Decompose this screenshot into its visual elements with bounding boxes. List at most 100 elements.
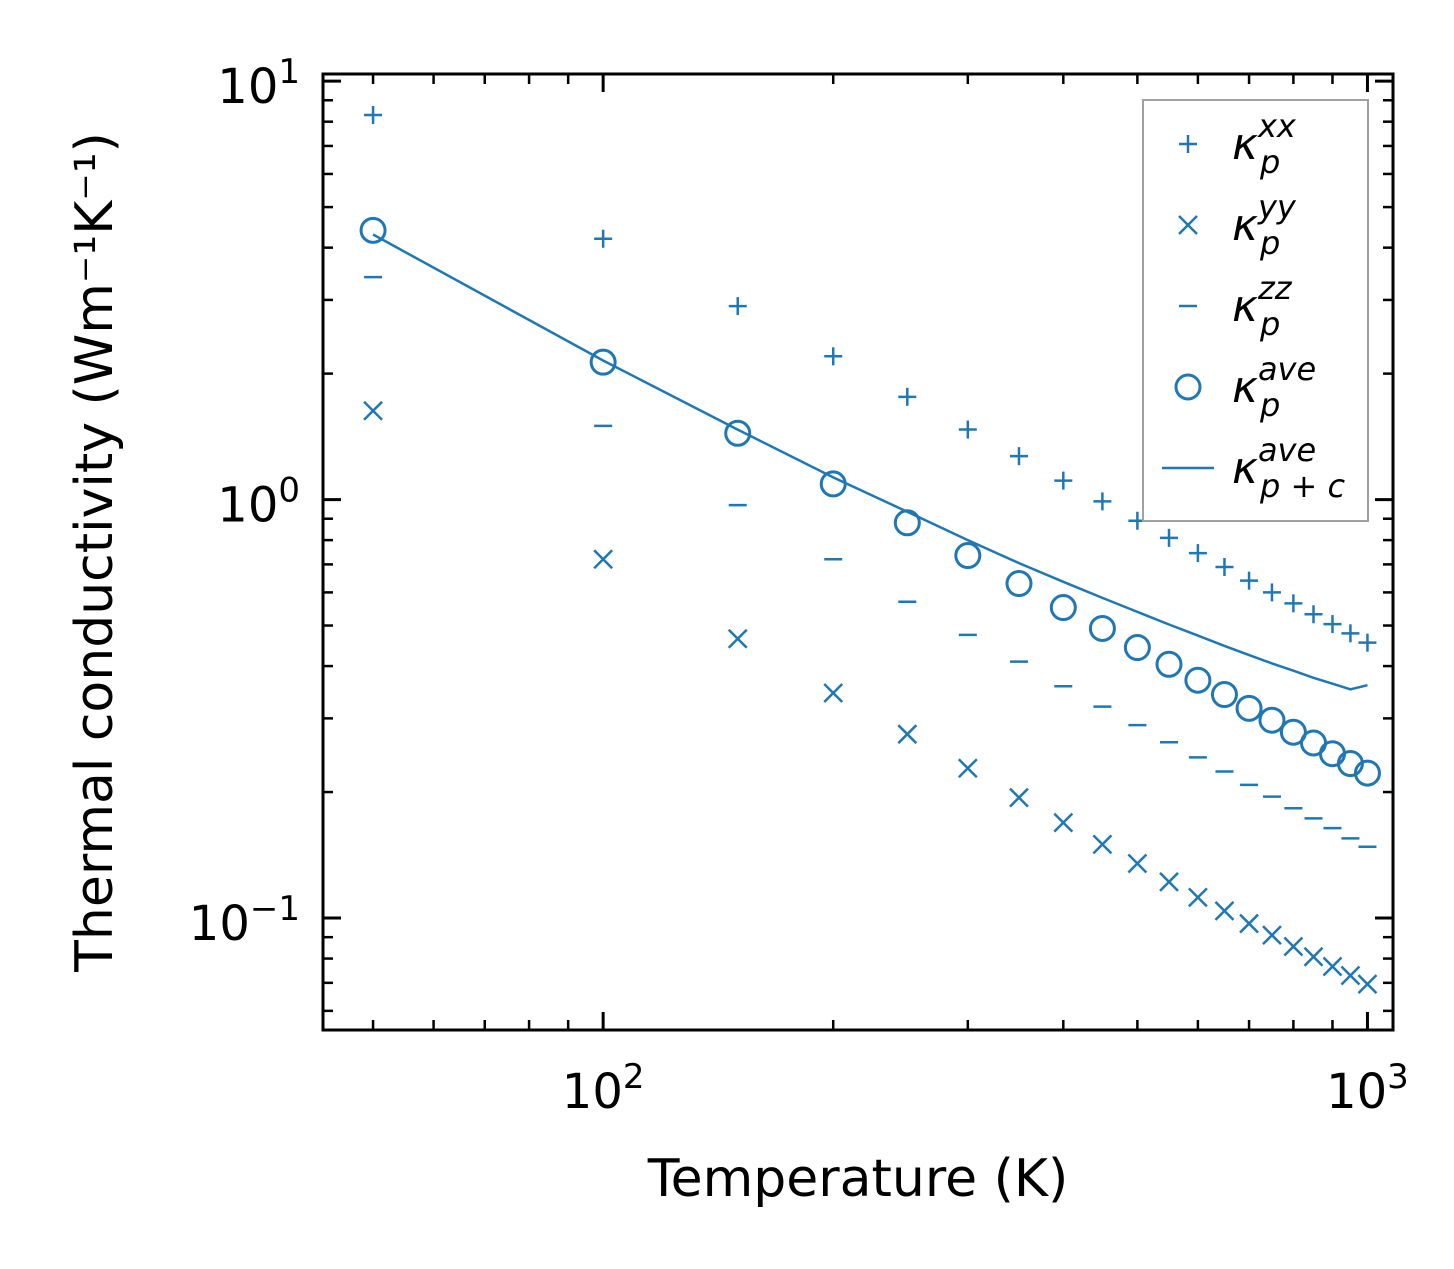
legend-marker-x — [1178, 215, 1198, 235]
data-point-kappa_p_xx — [364, 105, 383, 124]
data-point-kappa_p_ave — [1123, 634, 1151, 662]
series-kappa_p_zz — [364, 275, 1377, 849]
data-point-kappa_p_yy — [1283, 936, 1304, 957]
legend-entry-ave-pc: κave p + c — [1162, 431, 1345, 505]
y-tick-label: 10−1 — [189, 889, 300, 952]
x-stroke-b — [1340, 965, 1361, 986]
series-line-kappa_pc_ave — [372, 233, 1368, 691]
data-point-kappa_p_yy — [1340, 965, 1361, 986]
x-stroke-b — [727, 628, 748, 649]
x-stroke-b — [1214, 901, 1235, 921]
data-point-kappa_p_xx — [898, 387, 917, 406]
series-kappa_p_yy — [363, 400, 1378, 995]
data-point-kappa_p_xx — [1358, 633, 1377, 652]
data-point-kappa_p_yy — [1322, 956, 1343, 977]
data-point-kappa_p_yy — [1262, 925, 1282, 946]
x-stroke-b — [1009, 787, 1029, 808]
data-point-kappa_p_ave — [359, 216, 387, 244]
legend-entry-yy: κyy p — [1178, 188, 1297, 262]
x-stroke-b — [1262, 925, 1282, 946]
x-stroke-b — [1178, 215, 1198, 235]
x-stroke-b — [593, 549, 614, 570]
data-point-kappa_p_ave — [1210, 681, 1238, 709]
x-stroke-b — [1053, 812, 1074, 833]
axis-labels: Temperature (K) Thermal conductivity (Wm… — [65, 132, 1068, 1209]
y-axis-label: Thermal conductivity (Wm⁻¹K⁻¹) — [65, 132, 125, 973]
x-tick-label: 102 — [562, 1057, 645, 1120]
minor-ticks — [323, 74, 1393, 1030]
legend-entry-zz: κzz p — [1179, 269, 1293, 343]
data-point-kappa_p_yy — [897, 724, 918, 745]
data-point-kappa_p_yy — [1214, 901, 1235, 921]
data-point-kappa_p_yy — [1188, 887, 1208, 908]
data-point-kappa_p_ave — [1353, 759, 1381, 787]
x-tick-label: 103 — [1326, 1057, 1409, 1120]
legend-marker-plus — [1179, 135, 1197, 153]
legend-label: κzz p — [1232, 269, 1293, 343]
x-stroke-b — [1322, 956, 1343, 977]
data-point-kappa_p_xx — [958, 420, 977, 439]
data-point-kappa_p_ave — [1005, 570, 1033, 598]
x-stroke-b — [1188, 887, 1208, 908]
data-point-kappa_p_yy — [593, 549, 614, 570]
data-point-kappa_p_xx — [1323, 615, 1342, 634]
data-point-kappa_p_ave — [1088, 614, 1116, 642]
legend-entry-ave: κave p — [1174, 350, 1316, 424]
data-point-kappa_p_xx — [1304, 605, 1323, 624]
x-stroke-b — [1159, 872, 1179, 892]
data-point-kappa_p_xx — [1215, 558, 1234, 577]
tick-labels: 102 103 10−1 100 101 — [189, 52, 1409, 1120]
data-point-kappa_p_yy — [1357, 974, 1378, 995]
data-point-kappa_p_ave — [1258, 706, 1286, 734]
data-point-kappa_p_yy — [1009, 787, 1029, 808]
data-point-kappa_p_ave — [1318, 740, 1346, 768]
y-tick-label: 100 — [217, 471, 300, 534]
legend-label: κave p — [1232, 350, 1316, 424]
y-tick-label: 101 — [217, 52, 300, 115]
data-point-kappa_p_xx — [1341, 624, 1360, 643]
data-point-kappa_p_xx — [728, 297, 747, 316]
major-ticks — [323, 74, 1393, 1030]
data-point-kappa_p_xx — [1093, 492, 1112, 511]
x-stroke-b — [1303, 946, 1324, 967]
data-point-kappa_p_xx — [824, 347, 843, 366]
x-stroke-b — [1127, 853, 1148, 874]
legend-label: κave p + c — [1232, 431, 1345, 505]
data-point-kappa_p_yy — [1053, 812, 1074, 833]
x-stroke-b — [1092, 834, 1113, 855]
data-point-kappa_p_yy — [823, 683, 844, 703]
data-point-kappa_p_yy — [363, 400, 383, 421]
data-point-kappa_p_xx — [1284, 594, 1303, 613]
x-stroke-b — [1283, 936, 1304, 957]
data-point-kappa_p_xx — [1009, 447, 1028, 466]
data-point-kappa_p_ave — [1155, 650, 1183, 678]
data-point-kappa_p_yy — [1303, 946, 1324, 967]
data-point-kappa_p_yy — [727, 628, 748, 649]
data-point-kappa_p_xx — [1188, 544, 1207, 563]
data-point-kappa_p_ave — [819, 470, 847, 498]
data-point-kappa_p_yy — [957, 758, 978, 779]
data-point-kappa_p_ave — [1049, 594, 1077, 622]
data-point-kappa_p_yy — [1127, 853, 1148, 874]
data-series — [359, 105, 1381, 995]
legend-label: κxx p — [1232, 107, 1297, 181]
data-point-kappa_p_ave — [954, 542, 982, 570]
x-stroke-b — [1357, 974, 1378, 995]
data-point-kappa_p_xx — [1054, 471, 1073, 490]
legend-frame — [1142, 99, 1369, 522]
plot-frame — [321, 72, 1395, 1032]
data-point-kappa_p_yy — [1092, 834, 1113, 855]
legend-marker-circle — [1174, 373, 1202, 401]
legend-entry-xx: κxx p — [1179, 107, 1297, 181]
data-point-kappa_p_yy — [1159, 872, 1179, 892]
data-point-kappa_p_ave — [1235, 694, 1263, 722]
x-stroke-b — [1239, 913, 1259, 934]
data-point-kappa_p_xx — [1262, 583, 1281, 602]
data-point-kappa_p_ave — [1184, 666, 1212, 694]
x-stroke-b — [957, 758, 978, 779]
data-point-kappa_p_ave — [589, 348, 617, 376]
data-point-kappa_p_xx — [1160, 528, 1179, 547]
data-point-kappa_p_yy — [1239, 913, 1259, 934]
data-point-kappa_p_xx — [594, 229, 613, 248]
